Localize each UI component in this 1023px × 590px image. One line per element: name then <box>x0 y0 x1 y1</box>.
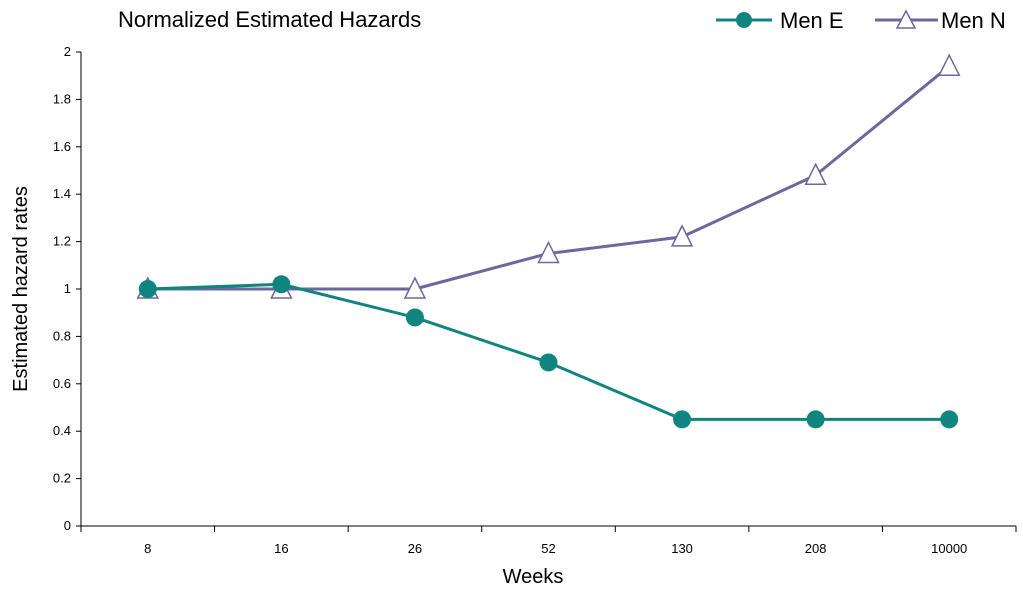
y-tick-label: 1.2 <box>53 234 71 249</box>
data-point-men-n <box>403 276 427 299</box>
legend-label-men-e: Men E <box>780 8 844 33</box>
data-point-men-n <box>537 240 560 264</box>
y-tick-label: 0 <box>64 518 71 533</box>
x-tick-label: 16 <box>274 541 288 556</box>
data-point-men-n <box>938 53 961 76</box>
chart-title: Normalized Estimated Hazards <box>118 7 421 32</box>
legend-marker-men-e <box>736 12 752 28</box>
data-point-men-e <box>940 410 959 429</box>
y-tick-label: 0.8 <box>53 328 71 343</box>
x-tick-label: 26 <box>408 541 422 556</box>
x-tick-label: 208 <box>805 541 827 556</box>
x-ticks: 8 16 26 52 130 208 10000 <box>80 526 1017 556</box>
data-point-men-n <box>804 162 827 185</box>
series-line-men-e <box>147 282 950 421</box>
y-tick-label: 1.4 <box>53 186 71 201</box>
x-tick-label: 52 <box>541 541 555 556</box>
x-axis-label: Weeks <box>503 566 564 588</box>
legend-label-men-n: Men N <box>941 8 1006 33</box>
data-point-men-e <box>673 410 692 429</box>
legend: Men E Men N <box>716 8 1006 33</box>
y-tick-label: 0.4 <box>53 423 71 438</box>
x-tick-label: 130 <box>671 541 693 556</box>
data-point-men-e <box>539 353 558 372</box>
y-tick-label: 2 <box>64 44 71 59</box>
data-point-men-e <box>138 280 157 298</box>
legend-marker-men-n <box>895 9 917 29</box>
data-point-men-n <box>670 224 694 247</box>
x-tick-label: 8 <box>144 541 151 556</box>
y-tick-label: 1.6 <box>53 139 71 154</box>
y-tick-label: 0.6 <box>53 376 71 391</box>
series-layer <box>136 53 961 429</box>
data-point-men-e <box>272 275 291 294</box>
x-tick-label: 10000 <box>931 541 967 556</box>
y-tick-label: 0.2 <box>53 471 71 486</box>
y-axis-label: Estimated hazard rates <box>10 186 32 392</box>
y-tick-label: 1 <box>64 281 71 296</box>
data-point-men-e <box>405 308 424 327</box>
data-point-men-e <box>806 410 825 429</box>
y-ticks: 0 0.2 0.4 0.6 0.8 1 1.2 1.4 1.6 1.8 2 <box>53 44 81 533</box>
y-tick-label: 1.8 <box>53 91 71 106</box>
